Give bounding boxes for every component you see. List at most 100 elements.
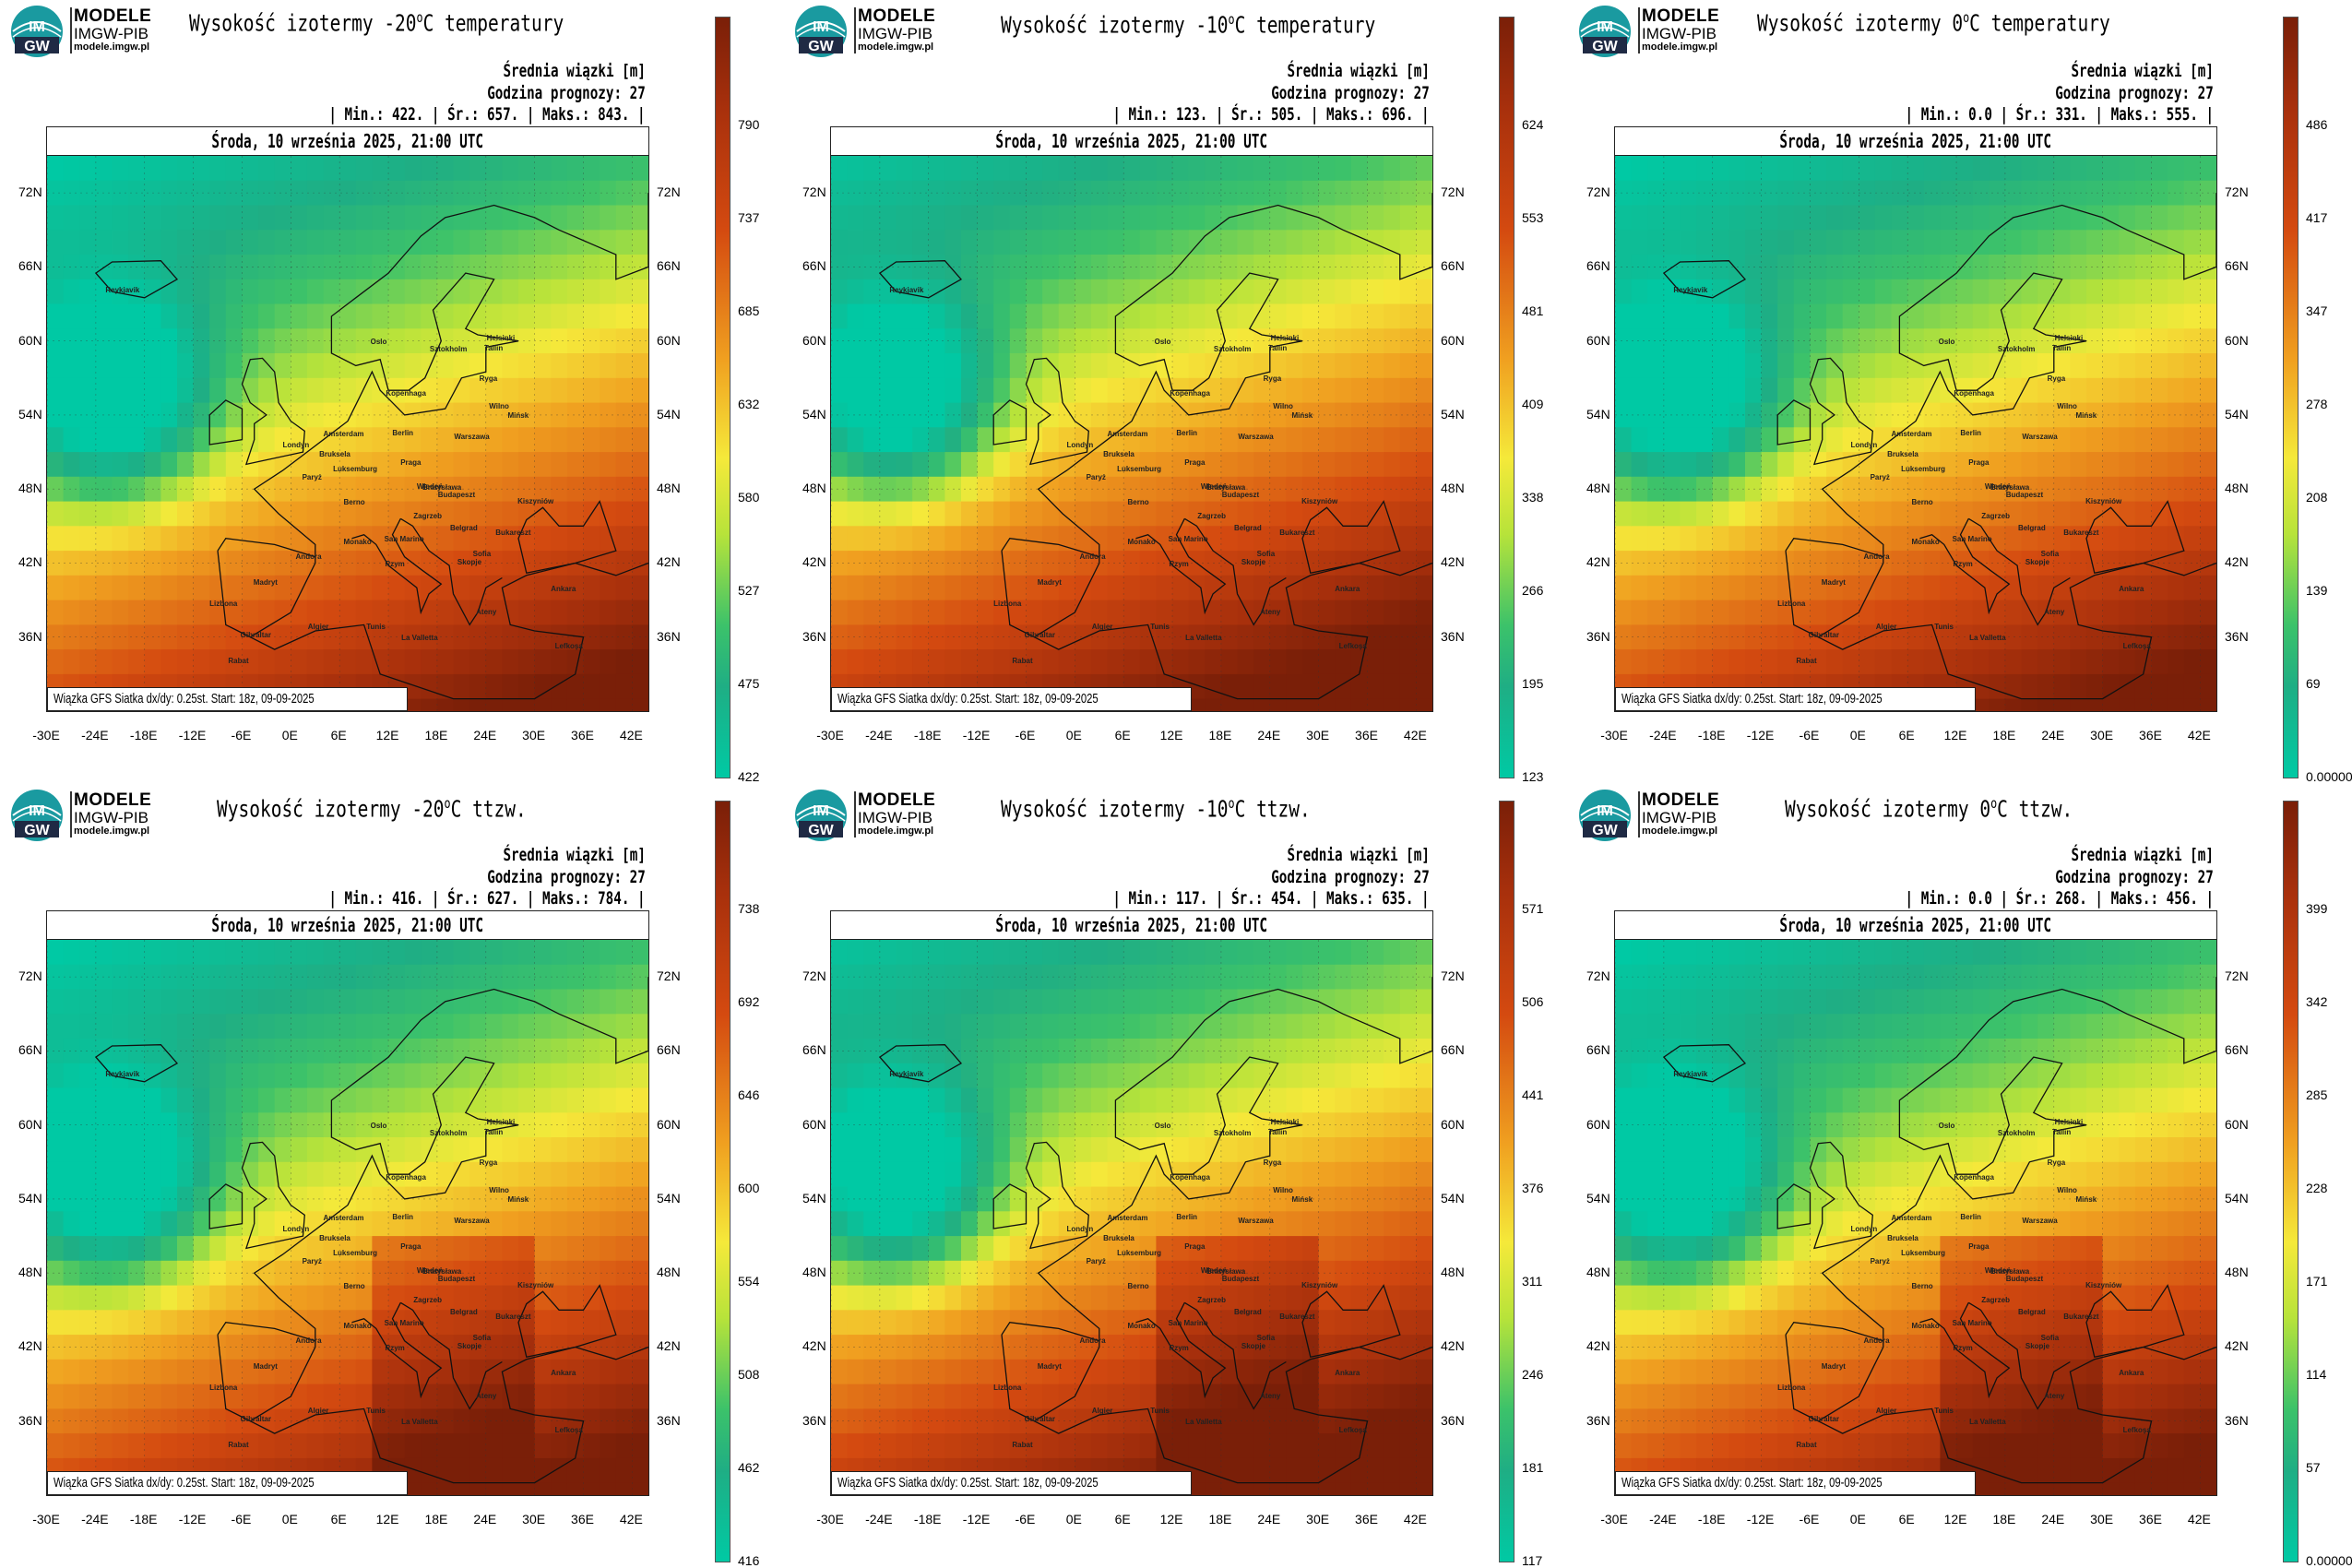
lat-label-left: 54N (1586, 1190, 1610, 1206)
city-label: Mińsk (2075, 1195, 2097, 1205)
colorbar (1499, 801, 1515, 1562)
city-label: Helsinki (2054, 333, 2084, 342)
city-label: Amsterdam (1891, 430, 1932, 439)
brand-line-2: IMGW-PIB (74, 24, 148, 42)
model-footnote: Wiązka GFS Siatka dx/dy: 0.25st. Start: … (47, 1471, 408, 1495)
lat-label-left: 48N (18, 1265, 42, 1280)
lon-label: 24E (1257, 728, 1281, 742)
lat-label-left: 48N (18, 481, 42, 496)
isotherm-height-field (47, 156, 648, 711)
lon-label: 0E (1849, 1512, 1866, 1526)
isotherm-height-field (1615, 940, 2216, 1495)
model-footnote: Wiązka GFS Siatka dx/dy: 0.25st. Start: … (1615, 1471, 1976, 1495)
city-label: Budapeszt (437, 490, 476, 499)
city-label: Gibraltar (240, 1415, 271, 1424)
brand-line-1: MODELE (74, 6, 152, 26)
stats-line: | Min.: 0.0 | Śr.: 268. | Maks.: 456. | (1905, 888, 2214, 909)
lon-label: 30E (2090, 728, 2114, 742)
lat-label-right: 54N (1441, 1190, 1465, 1206)
colorbar-tick-label: 600 (738, 1181, 760, 1195)
coastline (1818, 562, 2216, 700)
chart-panel-4: IM GW MODELE IMGW-PIB modele.imgw.pl Wys… (0, 784, 784, 1568)
lon-label: -18E (913, 1512, 942, 1526)
city-label: Ankara (2119, 1368, 2144, 1377)
lat-label-right: 72N (657, 184, 681, 200)
city-label: Zagrzeb (1197, 1295, 1226, 1304)
coastline (1183, 1301, 1287, 1410)
city-label: Wilno (2057, 401, 2077, 410)
city-label: Lefkoşa (1338, 642, 1367, 651)
city-label: Kopenhaga (1170, 1173, 1210, 1182)
brand-url[interactable]: modele.imgw.pl (858, 825, 934, 837)
colorbar-tick-label: 508 (738, 1367, 760, 1382)
city-label: Helsinki (486, 333, 516, 342)
coastline (94, 260, 179, 299)
lat-label-right: 48N (1441, 1265, 1465, 1280)
svg-text:IM: IM (29, 803, 45, 819)
city-label: La Valletta (401, 634, 438, 643)
brand-url[interactable]: modele.imgw.pl (74, 825, 150, 837)
lat-label-right: 48N (2225, 1265, 2249, 1280)
city-label: Skopje (1241, 558, 1266, 567)
colorbar-tick-label: 171 (2306, 1274, 2328, 1289)
colorbar-tick-label: 486 (2306, 117, 2328, 132)
forecast-hour: Godzina prognozy: 27 (1271, 83, 1430, 103)
colorbar-tick-label: 571 (1522, 901, 1544, 916)
city-label: Amsterdam (1107, 430, 1148, 439)
city-label: Gibraltar (1024, 631, 1055, 640)
lat-label-left: 36N (18, 628, 42, 644)
lat-label-left: 48N (802, 481, 826, 496)
lon-label: -30E (32, 1512, 60, 1526)
colorbar-tick-label: 57 (2306, 1460, 2321, 1475)
city-label: Tunis (1934, 623, 1954, 632)
city-label: Berno (1911, 497, 1933, 506)
lat-label-right: 72N (657, 968, 681, 984)
coastline (351, 1302, 443, 1399)
city-label: Tunis (366, 623, 386, 632)
colorbar-tick-label: 347 (2306, 303, 2328, 318)
city-label: Berlin (1960, 429, 1982, 437)
city-label: Reykjavik (889, 1069, 924, 1078)
coastline (878, 1044, 963, 1083)
city-label: Luksemburg (333, 1248, 378, 1257)
city-label: Ateny (2044, 1391, 2065, 1400)
city-label: Zagrzeb (1197, 511, 1226, 520)
city-label: Monako (1911, 537, 1940, 546)
lat-label-left: 72N (18, 968, 42, 984)
city-label: Tallin (2051, 1127, 2072, 1136)
lon-label: 12E (1159, 1512, 1183, 1526)
map-area: Oslo Sztokholm Helsinki Tallin Ryga Kopenhaga… (1615, 940, 2216, 1495)
city-label: Oslo (1938, 1122, 1955, 1130)
svg-text:IM: IM (1597, 19, 1613, 35)
lat-label-right: 36N (657, 1412, 681, 1428)
city-label: Algier (1091, 623, 1113, 632)
brand-url[interactable]: modele.imgw.pl (1642, 41, 1718, 53)
brand-divider (854, 791, 856, 837)
brand-url[interactable]: modele.imgw.pl (1642, 825, 1718, 837)
brand-url[interactable]: modele.imgw.pl (858, 41, 934, 53)
coastline (1001, 1322, 1099, 1342)
lat-label-left: 54N (802, 406, 826, 422)
colorbar-tick-label: 417 (2306, 210, 2328, 225)
coastline (241, 1141, 305, 1250)
brand-url[interactable]: modele.imgw.pl (74, 41, 150, 53)
city-label: Paryż (1870, 473, 1890, 482)
lon-label: 18E (1992, 1512, 2016, 1526)
colorbar-tick-label: 790 (738, 117, 760, 132)
map-frame: Środa, 10 września 2025, 21:00 UTC Oslo S… (46, 910, 649, 1496)
lon-label: -12E (962, 728, 991, 742)
isotherm-height-field (47, 940, 648, 1495)
city-label: Berno (343, 497, 365, 506)
city-label: Rzym (385, 1343, 405, 1352)
city-label: Oslo (1154, 338, 1171, 346)
city-label: Kopenhaga (1954, 1173, 1994, 1182)
colorbar (2283, 17, 2299, 778)
city-label: Zagrzeb (1981, 1295, 2010, 1304)
coastline (1809, 357, 1873, 466)
lon-label: 24E (1257, 1512, 1281, 1526)
city-label: Wilno (1273, 1185, 1293, 1194)
lon-label: -12E (962, 1512, 991, 1526)
lon-label: 6E (1898, 1512, 1915, 1526)
coastline (1919, 518, 2011, 615)
lon-label: -30E (816, 1512, 844, 1526)
